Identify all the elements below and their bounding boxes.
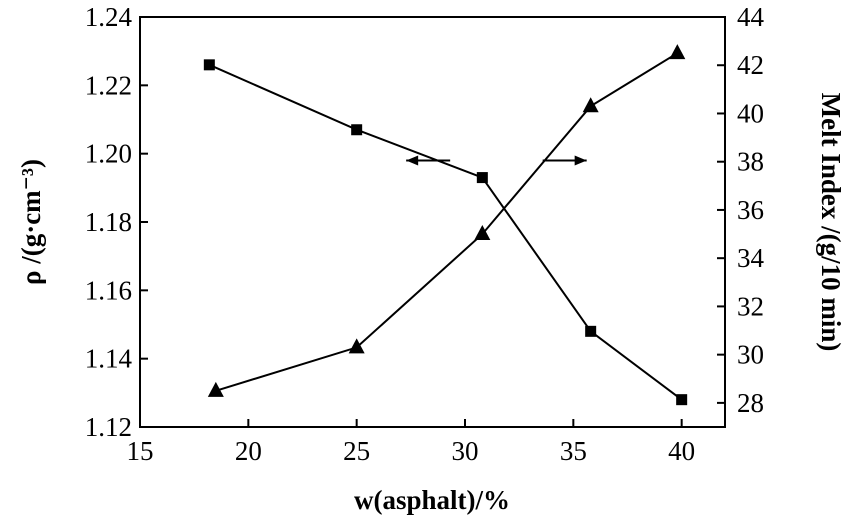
y-left-tick-label: 1.20 xyxy=(85,139,132,169)
y-right-tick-label: 44 xyxy=(737,2,765,32)
x-tick-label: 35 xyxy=(560,436,587,466)
x-tick-label: 25 xyxy=(343,436,370,466)
y-right-tick-label: 40 xyxy=(737,98,764,128)
x-tick-label: 40 xyxy=(668,436,695,466)
square-marker xyxy=(476,172,488,184)
y-left-tick-label: 1.16 xyxy=(85,275,132,305)
square-marker xyxy=(351,124,363,136)
arrow-right-head xyxy=(574,155,587,166)
y-right-tick-label: 36 xyxy=(737,195,764,225)
triangle-marker xyxy=(348,338,365,354)
y-axis-title-left: ρ /(g·cm⁻³) xyxy=(16,159,46,285)
annotation-arrows xyxy=(406,155,587,166)
x-tick-label: 15 xyxy=(127,436,154,466)
y-left-tick-label: 1.22 xyxy=(85,70,132,100)
x-axis-title: w(asphalt)/% xyxy=(354,485,510,515)
series-line-triangle xyxy=(215,52,678,392)
y-right-tick-label: 32 xyxy=(737,291,764,321)
ticks-layer: 15 20 25 30 35 40 1.12 1.14 1.16 1.18 1.20 1.22 1.24… xyxy=(85,2,765,466)
y-left-tick-label: 1.18 xyxy=(85,207,132,237)
y-left-tick-label: 1.24 xyxy=(85,2,133,32)
x-tick-label: 30 xyxy=(452,436,479,466)
y-axis-title-right: Melt Index /(g/10 min) xyxy=(816,93,846,352)
y-left-tick-label: 1.14 xyxy=(85,344,133,374)
triangle-marker xyxy=(582,97,599,113)
square-marker xyxy=(585,325,597,337)
square-marker xyxy=(203,59,215,71)
series-lines xyxy=(208,52,683,401)
y-right-tick-label: 42 xyxy=(737,50,764,80)
triangle-marker xyxy=(207,381,224,397)
y-right-tick-label: 30 xyxy=(737,340,764,370)
triangle-marker xyxy=(669,44,686,60)
y-right-tick-label: 28 xyxy=(737,388,764,418)
x-tick-label: 20 xyxy=(235,436,262,466)
triangle-marker xyxy=(474,225,491,241)
y-right-tick-label: 34 xyxy=(737,243,765,273)
series-markers xyxy=(203,44,688,406)
arrow-left-head xyxy=(406,155,419,166)
square-marker xyxy=(676,394,688,406)
y-right-tick-label: 38 xyxy=(737,147,764,177)
y-left-tick-label: 1.12 xyxy=(85,412,132,442)
series-line-square xyxy=(208,63,683,401)
